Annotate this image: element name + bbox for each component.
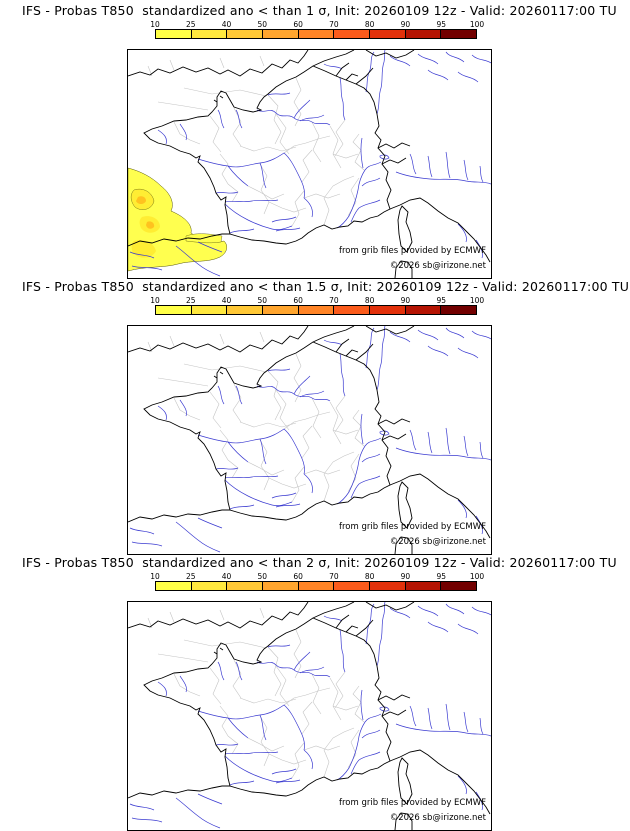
colorbar-segment: [369, 582, 405, 590]
colorbar-tick: 90: [400, 296, 411, 305]
forecast-panel-1sigma: IFS - Probas T850 standardized ano < tha…: [0, 0, 630, 279]
colorbar-tick: 100: [469, 296, 485, 305]
colorbar-segment: [333, 306, 370, 314]
colorbar-segment: [226, 306, 263, 314]
colorbar-tick: 25: [185, 572, 196, 581]
copyright-note: ©2026 sb@irizone.net: [389, 813, 486, 823]
colorbar-segment: [440, 582, 477, 590]
france-map-1sigma: from grib files provided by ECMWF ©2026 …: [127, 49, 492, 279]
colorbar-tick: 60: [293, 572, 303, 581]
colorbar-segment: [297, 582, 334, 590]
colorbar-tick: 60: [293, 296, 303, 305]
france-map-2sigma: from grib files provided by ECMWF ©2026 …: [127, 601, 492, 831]
colorbar-segment: [226, 30, 263, 38]
colorbar-ticks: 10 25 40 50 60 70 80 90 95 100: [150, 296, 484, 305]
colorbar-segment: [262, 582, 298, 590]
colorbar-segment: [190, 30, 227, 38]
colorbar-tick: 25: [185, 296, 196, 305]
colorbar-segment: [190, 306, 227, 314]
colorbar-tick: 40: [221, 296, 232, 305]
colorbar-tick: 95: [436, 20, 446, 29]
colorbar-segment: [156, 30, 191, 38]
colorbar-tick: 80: [364, 20, 375, 29]
colorbar-segment: [369, 306, 405, 314]
colorbar-tick: 50: [257, 296, 268, 305]
colorbar-segment: [262, 30, 298, 38]
colorbar-tick: 60: [293, 20, 303, 29]
ecmwf-attribution: from grib files provided by ECMWF: [339, 522, 486, 532]
colorbar-segment: [404, 306, 441, 314]
copyright-note: ©2026 sb@irizone.net: [389, 537, 486, 547]
colorbar-tick: 10: [150, 20, 160, 29]
colorbar-tick: 25: [185, 20, 196, 29]
colorbar-ticks: 10 25 40 50 60 70 80 90 95 100: [150, 20, 484, 29]
colorbar-tick: 90: [400, 572, 411, 581]
colorbar-segment: [156, 582, 191, 590]
colorbar-tick: 70: [329, 20, 339, 29]
probability-colorbar: 10 25 40 50 60 70 80 90 95 100: [150, 20, 484, 39]
colorbar-segment: [404, 582, 441, 590]
colorbar-tick: 100: [469, 572, 485, 581]
colorbar-segment: [440, 306, 477, 314]
colorbar-tick: 40: [221, 20, 232, 29]
france-map-svg: [128, 326, 491, 554]
colorbar-segment: [333, 30, 370, 38]
colorbar-segment: [440, 30, 477, 38]
colorbar-tick: 80: [364, 296, 375, 305]
colorbar-tick: 80: [364, 572, 375, 581]
probability-colorbar: 10 25 40 50 60 70 80 90 95 100: [150, 296, 484, 315]
panel-title: IFS - Probas T850 standardized ano < tha…: [22, 279, 630, 294]
colorbar-tick: 70: [329, 572, 339, 581]
france-map-svg: [128, 50, 491, 278]
colorbar-tick: 40: [221, 572, 232, 581]
colorbar-segment: [297, 30, 334, 38]
france-map-svg: [128, 602, 491, 830]
france-map-1-5sigma: from grib files provided by ECMWF ©2026 …: [127, 325, 492, 555]
colorbar-segment: [262, 306, 298, 314]
colorbar-segment: [333, 582, 370, 590]
colorbar-ticks: 10 25 40 50 60 70 80 90 95 100: [150, 572, 484, 581]
colorbar-tick: 50: [257, 20, 268, 29]
colorbar-segment: [226, 582, 263, 590]
colorbar-tick: 95: [436, 296, 446, 305]
probability-colorbar: 10 25 40 50 60 70 80 90 95 100: [150, 572, 484, 591]
forecast-panel-2sigma: IFS - Probas T850 standardized ano < tha…: [0, 552, 630, 831]
colorbar-tick: 100: [469, 20, 485, 29]
colorbar-tick: 70: [329, 296, 339, 305]
colorbar-segment: [190, 582, 227, 590]
colorbar-segment: [369, 30, 405, 38]
colorbar-gradient: [155, 29, 477, 39]
colorbar-segment: [156, 306, 191, 314]
colorbar-gradient: [155, 305, 477, 315]
ecmwf-attribution: from grib files provided by ECMWF: [339, 246, 486, 256]
forecast-panel-1-5sigma: IFS - Probas T850 standardized ano < tha…: [0, 276, 630, 555]
colorbar-tick: 10: [150, 296, 160, 305]
colorbar-tick: 10: [150, 572, 160, 581]
colorbar-tick: 90: [400, 20, 411, 29]
panel-title: IFS - Probas T850 standardized ano < tha…: [22, 3, 617, 18]
ecmwf-attribution: from grib files provided by ECMWF: [339, 798, 486, 808]
colorbar-tick: 50: [257, 572, 268, 581]
copyright-note: ©2026 sb@irizone.net: [389, 261, 486, 271]
colorbar-tick: 95: [436, 572, 446, 581]
panel-title: IFS - Probas T850 standardized ano < tha…: [22, 555, 617, 570]
colorbar-gradient: [155, 581, 477, 591]
colorbar-segment: [404, 30, 441, 38]
colorbar-segment: [297, 306, 334, 314]
